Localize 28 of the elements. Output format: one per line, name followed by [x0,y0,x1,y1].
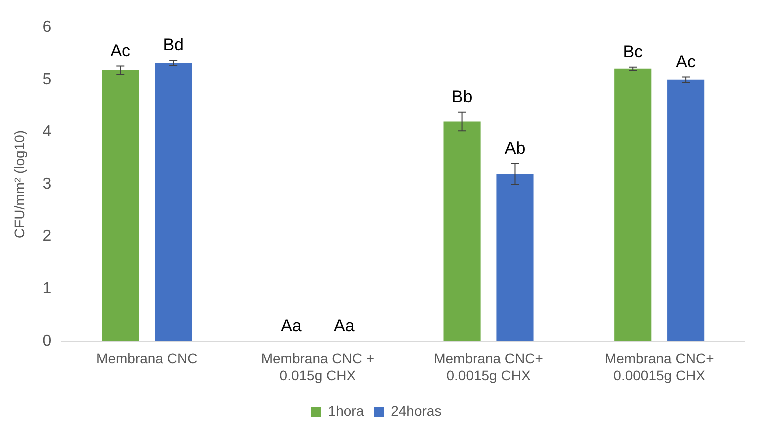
annotation: Ac [676,52,696,72]
bar [444,122,481,342]
annotation: Aa [334,316,356,336]
y-tick-label: 0 [42,332,52,350]
legend-label: 24horas [391,402,442,419]
x-tick-label: Membrana CNC+ 0.0015g CHX [434,350,544,384]
y-tick-label: 2 [42,228,52,246]
annotation: Bd [163,36,184,55]
annotation: Bc [623,42,644,62]
x-tick-label: Membrana CNC [96,350,198,367]
annotation: Aa [281,316,302,336]
annotation: Bb [452,88,473,107]
bar [614,68,652,342]
bar [496,174,534,342]
x-tick-label: Membrana CNC + 0.015g CHX [261,350,375,384]
y-tick-label: 1 [42,280,52,298]
y-axis-title: CFU/mm² (log10) [11,130,28,239]
y-tick-label: 3 [42,176,52,193]
y-tick-label: 4 [42,124,52,141]
bar [155,63,192,342]
y-tick-label: 6 [42,19,52,36]
x-tick-label: Membrana CNC+ 0.00015g CHX [604,350,714,384]
bar [668,80,705,342]
y-tick-label: 5 [42,71,52,88]
legend-label: 1hora [328,402,364,419]
annotation: Ac [110,41,132,60]
bar [102,70,140,342]
annotation: Ab [504,138,526,158]
